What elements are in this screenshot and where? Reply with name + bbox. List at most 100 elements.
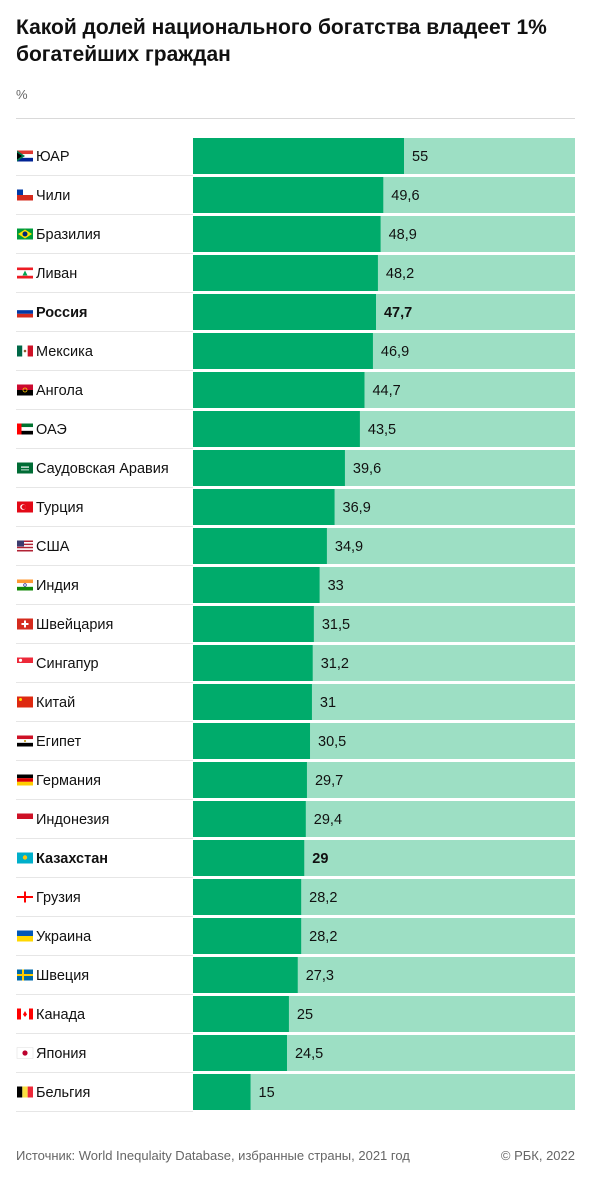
georgia-flag-icon	[17, 891, 33, 903]
value-label: 31	[320, 695, 336, 711]
source-note: Источник: World Inequlaity Database, изб…	[16, 1148, 410, 1163]
bar	[193, 957, 298, 993]
value-label: 48,9	[389, 227, 417, 243]
unit-label: %	[16, 87, 28, 102]
south-africa-flag-icon	[17, 150, 33, 162]
category-label: Япония	[36, 1046, 86, 1062]
category-label: Россия	[36, 305, 87, 321]
bar	[193, 840, 305, 876]
copyright: © РБК, 2022	[500, 1148, 575, 1163]
bar	[193, 606, 314, 642]
bar	[193, 996, 289, 1032]
value-label: 31,5	[322, 617, 350, 633]
value-label: 28,2	[309, 890, 337, 906]
value-label: 55	[412, 149, 428, 165]
bar	[193, 177, 384, 213]
russia-flag-icon	[17, 306, 33, 318]
angola-flag-icon	[17, 384, 33, 396]
bar	[193, 216, 381, 252]
bar	[193, 1035, 287, 1071]
category-label: Швеция	[36, 968, 89, 984]
turkey-flag-icon	[17, 501, 33, 513]
japan-flag-icon	[16, 1047, 34, 1059]
ukraine-flag-icon	[17, 930, 33, 942]
value-label: 48,2	[386, 266, 414, 282]
switzerland-flag-icon	[17, 618, 33, 630]
chile-flag-icon	[17, 189, 33, 201]
usa-flag-icon	[17, 540, 33, 552]
chart-title: Какой долей национального богатства влад…	[16, 16, 547, 66]
value-label: 46,9	[381, 344, 409, 360]
indonesia-flag-icon	[17, 813, 33, 825]
uae-flag-icon	[17, 423, 33, 435]
value-label: 25	[297, 1007, 313, 1023]
category-label: ЮАР	[36, 149, 70, 165]
category-label: Турция	[36, 500, 83, 516]
bar	[193, 411, 360, 447]
value-label: 31,2	[321, 656, 349, 672]
bar	[193, 1074, 251, 1110]
bar	[193, 489, 335, 525]
value-label: 15	[259, 1085, 275, 1101]
category-label: Казахстан	[36, 851, 108, 867]
category-label: Грузия	[36, 890, 81, 906]
category-label: Швейцария	[36, 617, 113, 633]
bar	[193, 645, 313, 681]
category-label: Украина	[36, 929, 92, 945]
value-label: 29,7	[315, 773, 343, 789]
value-label: 27,3	[306, 968, 334, 984]
value-label: 29	[312, 851, 328, 867]
value-label: 33	[328, 578, 344, 594]
category-label: ОАЭ	[36, 422, 67, 438]
top-divider	[16, 118, 575, 119]
category-label: Индонезия	[36, 812, 109, 828]
germany-flag-icon	[17, 774, 33, 786]
mexico-flag-icon	[17, 345, 33, 357]
bar	[193, 255, 378, 291]
bar	[193, 684, 312, 720]
bar	[193, 879, 302, 915]
bar	[193, 723, 311, 759]
brazil-flag-icon	[17, 228, 33, 240]
value-label: 34,9	[335, 539, 363, 555]
bar	[193, 528, 327, 564]
value-label: 49,6	[391, 188, 419, 204]
value-label: 28,2	[309, 929, 337, 945]
category-label: Индия	[36, 578, 79, 594]
bar	[193, 567, 320, 603]
category-label: Канада	[36, 1007, 86, 1023]
category-label: Саудовская Аравия	[36, 461, 169, 477]
belgium-flag-icon	[17, 1086, 33, 1098]
egypt-flag-icon	[17, 735, 33, 747]
category-label: Бельгия	[36, 1085, 90, 1101]
kazakhstan-flag-icon	[17, 852, 33, 864]
bar	[193, 294, 376, 330]
bar-track	[193, 1074, 575, 1110]
saudi-arabia-flag-icon	[17, 462, 33, 474]
bar	[193, 762, 307, 798]
value-label: 30,5	[318, 734, 346, 750]
category-label: США	[36, 539, 70, 555]
singapore-flag-icon	[17, 657, 33, 669]
value-label: 44,7	[372, 383, 400, 399]
canada-flag-icon	[17, 1008, 33, 1020]
category-label: Мексика	[36, 344, 94, 360]
category-label: Сингапур	[36, 656, 99, 672]
category-label: Германия	[36, 773, 101, 789]
sweden-flag-icon	[17, 969, 33, 981]
value-label: 39,6	[353, 461, 381, 477]
bar	[193, 372, 365, 408]
bar	[193, 918, 302, 954]
category-label: Китай	[36, 695, 75, 711]
bar	[193, 333, 373, 369]
category-label: Бразилия	[36, 227, 101, 243]
india-flag-icon	[17, 579, 33, 591]
bar	[193, 450, 345, 486]
china-flag-icon	[17, 696, 33, 708]
value-label: 24,5	[295, 1046, 323, 1062]
bar	[193, 138, 404, 174]
category-label: Ливан	[36, 266, 77, 282]
category-label: Египет	[36, 734, 81, 750]
category-label: Ангола	[36, 383, 84, 399]
